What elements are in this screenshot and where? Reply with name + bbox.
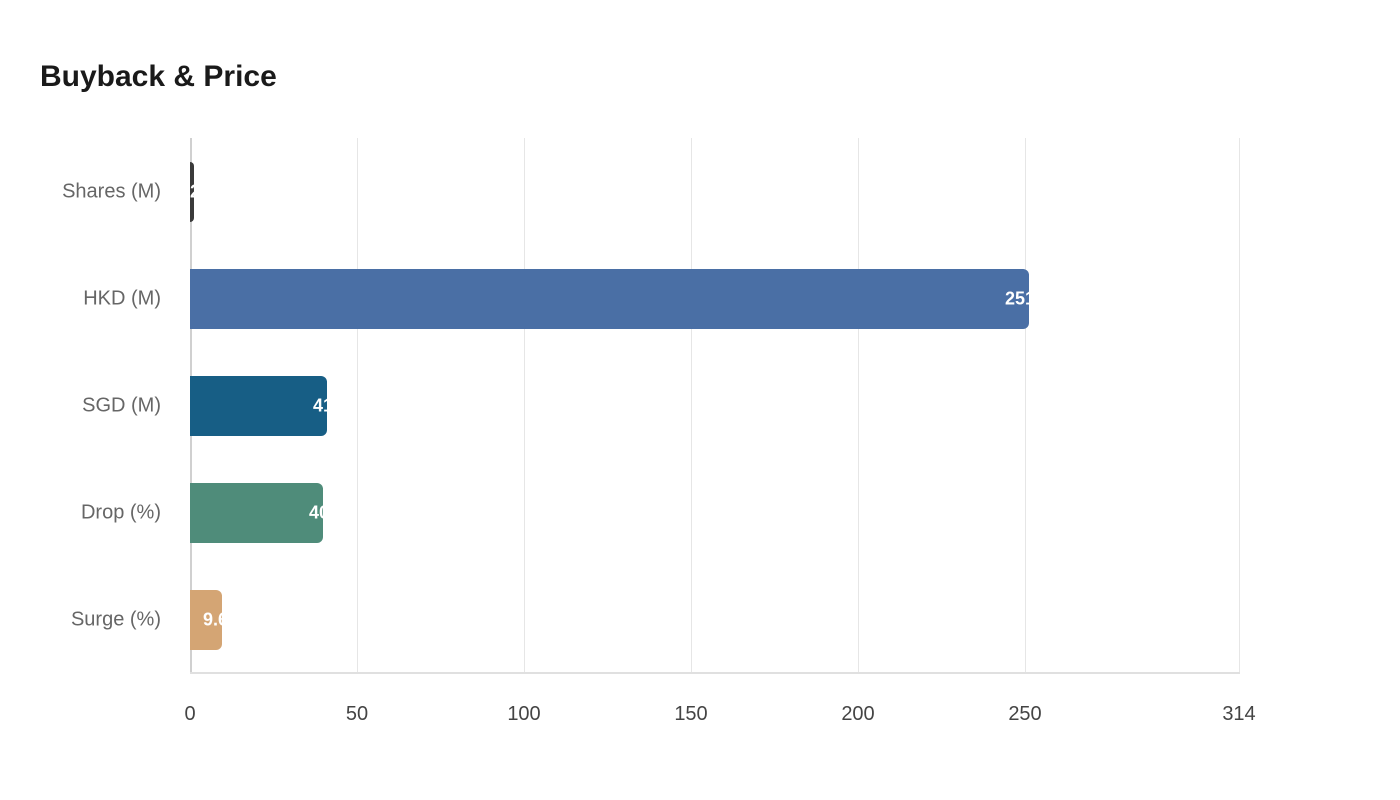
bar-hkd[interactable]: 251: [190, 269, 1029, 329]
y-tick-label: HKD (M): [83, 287, 161, 310]
bar-drop[interactable]: 40: [190, 483, 323, 543]
bar-value-label: 1.2: [190, 182, 194, 203]
x-axis-line: [190, 672, 1240, 674]
gridline: [357, 138, 358, 674]
bar-sgd[interactable]: 41: [190, 376, 327, 436]
gridline: [1239, 138, 1240, 674]
gridline: [524, 138, 525, 674]
x-tick-label: 150: [674, 703, 708, 725]
x-tick-label: 0: [184, 703, 196, 725]
gridline: [691, 138, 692, 674]
bar-value-label: 9.6: [202, 609, 222, 630]
bar-value-label: 41: [312, 395, 327, 416]
bar-value-label: 40: [308, 502, 323, 523]
plot-area: [190, 138, 1240, 674]
gridline: [858, 138, 859, 674]
bar-surge[interactable]: 9.6: [190, 590, 222, 650]
x-tick-label: 200: [841, 703, 875, 725]
y-tick-label: Drop (%): [80, 501, 161, 524]
gridline: [1025, 138, 1026, 674]
x-tick-label: 100: [507, 703, 541, 725]
bar-value-label: 251: [1004, 288, 1029, 309]
y-tick-label: Shares (M): [62, 180, 161, 203]
chart-title: Buyback & Price: [40, 60, 277, 93]
y-tick-label: Surge (%): [70, 608, 161, 631]
bar-shares[interactable]: 1.2: [190, 162, 194, 222]
x-tick-label: 314: [1222, 703, 1256, 725]
x-tick-label: 250: [1008, 703, 1042, 725]
y-tick-label: SGD (M): [82, 394, 161, 417]
x-tick-label: 50: [345, 703, 369, 725]
